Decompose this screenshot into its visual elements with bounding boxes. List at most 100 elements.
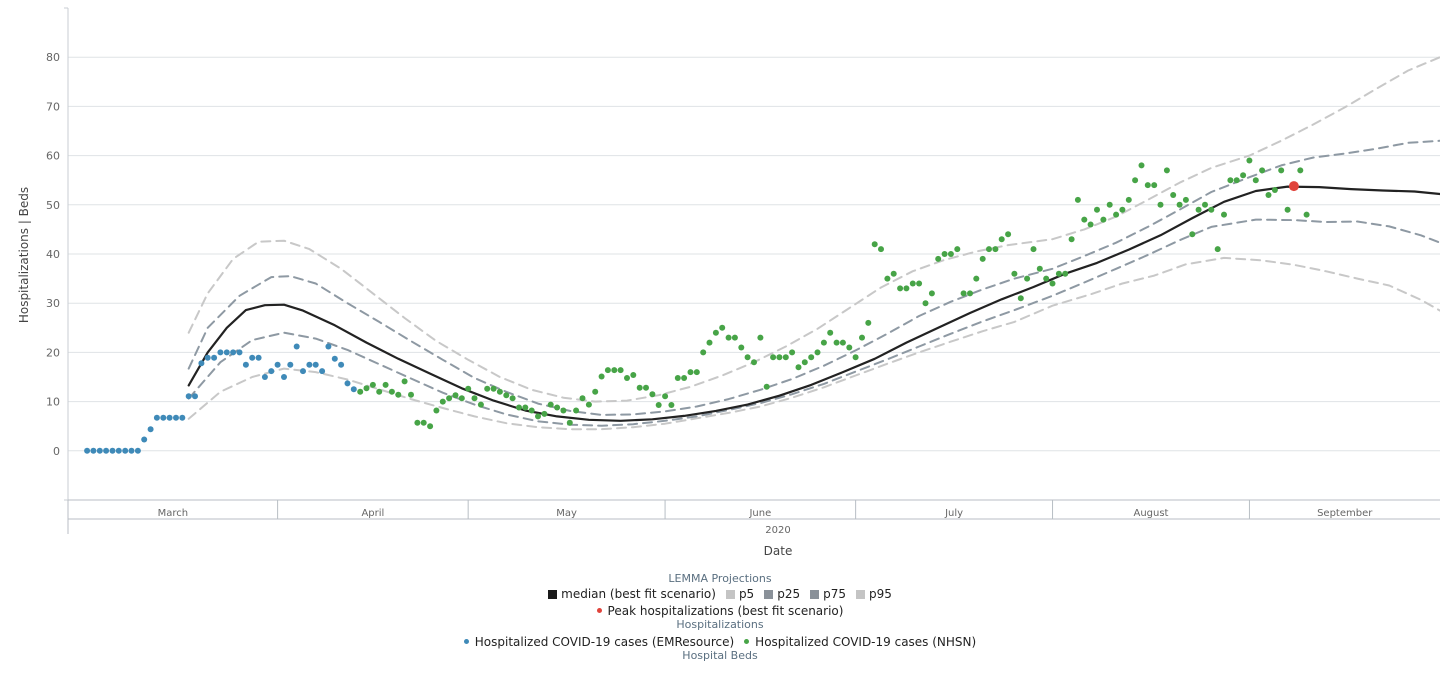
point-nhsn [1049,280,1056,287]
point-nhsn [388,388,395,395]
point-nhsn [1030,246,1037,253]
x-month-label-july: July [944,508,963,519]
legend-item-median[interactable]: median (best fit scenario) [548,587,716,601]
legend-item-p5[interactable]: p5 [725,587,754,601]
point-nhsn [1202,201,1208,208]
point-emresource [198,360,205,367]
y-tick-label-0: 0 [53,445,60,458]
point-nhsn [566,419,573,426]
point-nhsn [973,275,980,282]
point-nhsn [801,359,808,366]
point-emresource [230,349,237,356]
legend-item-peak[interactable]: Peak hospitalizations (best fit scenario… [596,604,843,618]
legend-peak-row: Peak hospitalizations (best fit scenario… [0,604,1440,618]
point-emresource [236,349,243,356]
point-nhsn [1284,206,1291,213]
point-emresource [115,447,122,454]
point-nhsn [865,319,872,326]
point-nhsn [674,375,681,381]
point-nhsn [1189,231,1196,238]
point-emresource [109,447,116,454]
point-nhsn [897,285,904,292]
legend-item-p75[interactable]: p75 [810,587,846,601]
point-nhsn [1081,216,1088,223]
point-nhsn [789,349,796,356]
point-nhsn [935,255,942,262]
point-nhsn [1132,177,1139,184]
point-emresource [268,368,275,375]
point-nhsn [814,349,821,356]
point-nhsn [509,395,516,402]
legend-label: p25 [777,587,801,601]
point-nhsn [859,334,865,341]
point-nhsn [503,392,510,399]
point-nhsn [681,375,688,381]
point-nhsn [725,334,732,341]
point-emresource [319,368,326,375]
point-nhsn [624,375,630,381]
y-tick-label-80: 80 [46,51,60,64]
point-nhsn [1208,206,1215,213]
point-nhsn [1125,196,1132,203]
point-nhsn [757,334,764,341]
point-nhsn [1151,182,1158,189]
point-nhsn [922,300,929,307]
legend-item-emresource[interactable]: Hospitalized COVID-19 cases (EMResource) [463,635,734,649]
point-nhsn [382,381,389,388]
point-emresource [179,414,186,421]
point-nhsn [833,339,840,346]
y-tick-label-10: 10 [46,396,60,409]
point-nhsn [395,391,402,398]
legend-item-p95[interactable]: p95 [855,587,892,601]
point-nhsn [1233,177,1240,184]
legend-projections-row: median (best fit scenario) p5 p25 p75 p95 [0,587,1440,601]
legend-swatch [855,590,865,599]
x-month-label-august: August [1133,508,1168,519]
line-p25 [187,218,1440,427]
point-nhsn [1068,236,1075,243]
point-nhsn [839,339,846,346]
point-emresource [255,354,262,361]
point-nhsn [992,246,999,253]
point-nhsn [490,385,497,392]
x-axis-year-label: 2020 [765,525,790,536]
legend-label: p75 [823,587,846,601]
point-nhsn [598,373,605,380]
point-nhsn [528,407,535,414]
point-nhsn [643,384,649,391]
y-tick-label-70: 70 [46,100,60,113]
legend-item-p25[interactable]: p25 [764,587,800,601]
point-nhsn [738,344,745,351]
point-nhsn [1214,246,1221,253]
point-nhsn [960,290,967,297]
point-nhsn [998,236,1005,243]
point-nhsn [484,385,491,392]
point-nhsn [909,280,916,287]
point-nhsn [986,246,992,253]
point-nhsn [782,354,789,361]
point-nhsn [1011,270,1018,277]
point-nhsn [585,401,592,408]
point-nhsn [427,423,434,430]
legend-hospitalizations-row: Hospitalized COVID-19 cases (EMResource)… [0,635,1440,649]
point-nhsn [1055,270,1062,277]
point-nhsn [928,290,935,297]
point-nhsn [414,419,421,426]
point-nhsn [471,395,478,402]
y-tick-label-50: 50 [46,199,60,212]
legend-label: p95 [868,587,892,601]
legend-swatch [548,590,558,599]
point-nhsn [522,404,529,411]
legend-item-nhsn[interactable]: Hospitalized COVID-19 cases (NHSN) [744,635,976,649]
point-nhsn [1227,177,1234,184]
point-nhsn [1100,216,1107,223]
point-emresource [211,354,218,361]
legend-swatch [810,590,820,599]
point-nhsn [560,407,567,414]
legend-heading-beds: Hospital Beds [682,649,758,662]
point-nhsn [693,369,700,376]
point-emresource [128,447,135,454]
point-emresource [261,374,268,380]
point-nhsn [941,251,948,257]
point-nhsn [433,407,440,414]
